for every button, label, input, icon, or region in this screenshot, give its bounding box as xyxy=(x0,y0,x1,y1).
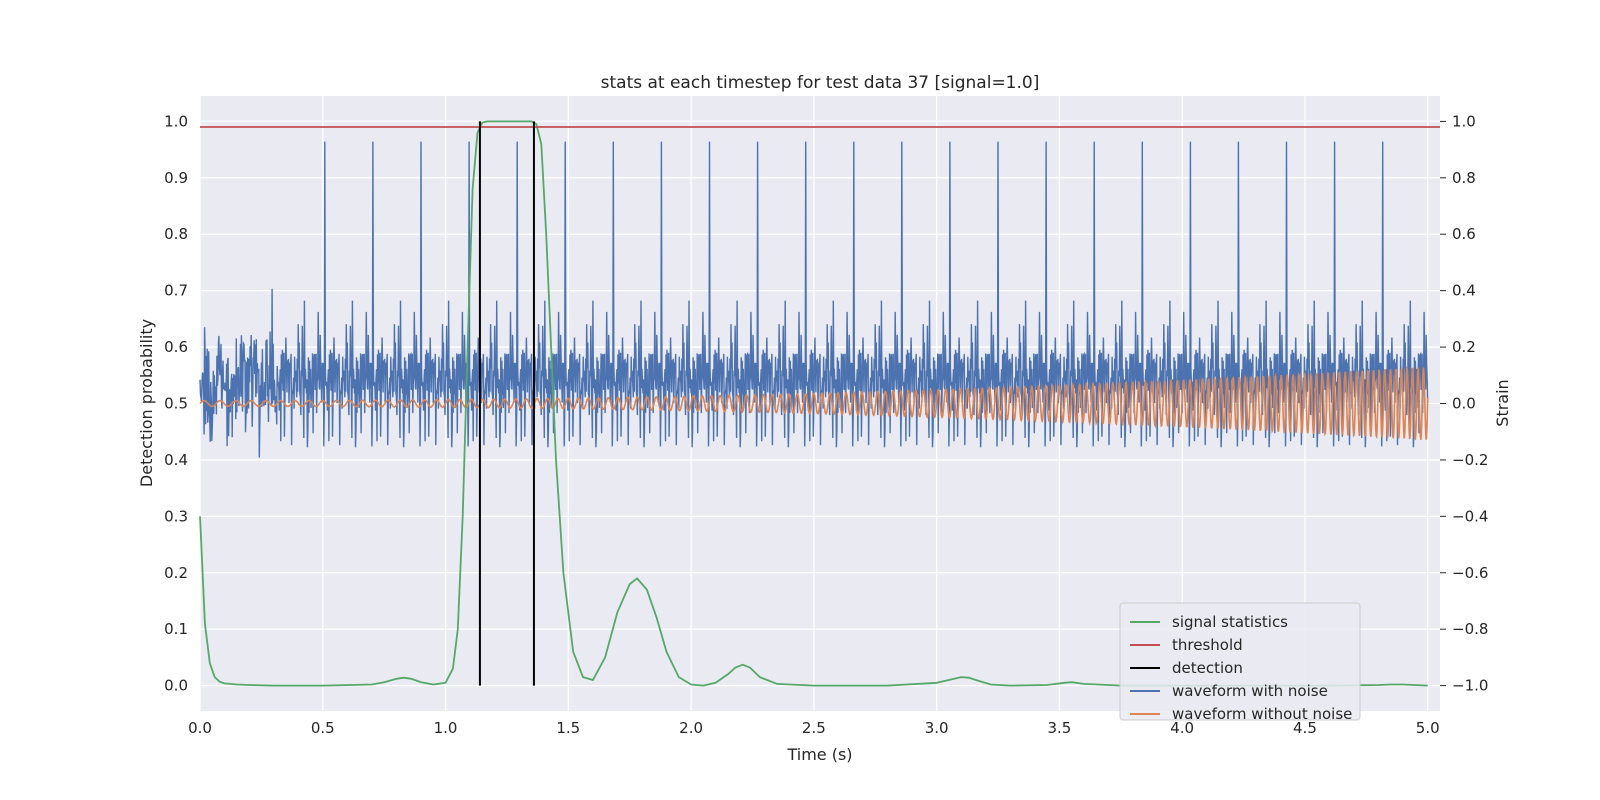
y-right-tick-label: 0.4 xyxy=(1452,282,1476,300)
y-left-tick-label: 0.1 xyxy=(164,620,188,638)
ticks: 0.0 0.5 1.0 1.5 2.0 2.5 3.0 3.5 4.0 4.5 5.0 0.0 0.1 0… xyxy=(164,112,1488,737)
chart-title: stats at each timestep for test data 37 … xyxy=(601,73,1040,93)
series-layer xyxy=(199,120,1440,687)
x-tick-label: 4.5 xyxy=(1293,719,1317,737)
y-right-tick-label: 0.2 xyxy=(1452,338,1476,356)
y-right-tick-label: 0.6 xyxy=(1452,225,1476,243)
y-left-tick-label: 0.6 xyxy=(164,338,188,356)
y-left-tick-label: 0.0 xyxy=(164,677,188,695)
y-right-tick-label: 1.0 xyxy=(1452,112,1476,130)
legend: signal statistics threshold detection wavef… xyxy=(1119,602,1361,723)
x-tick-label: 3.5 xyxy=(1047,719,1071,737)
legend-label: signal statistics xyxy=(1172,613,1288,631)
y-right-tick-label: 0.8 xyxy=(1452,169,1476,187)
legend-label: waveform without noise xyxy=(1172,705,1352,723)
y-left-tick-label: 0.7 xyxy=(164,282,188,300)
y-left-tick-label: 0.5 xyxy=(164,395,188,413)
legend-label: waveform with noise xyxy=(1172,682,1328,700)
y-right-tick-label: −0.6 xyxy=(1452,564,1488,582)
series-waveform-with-noise xyxy=(199,141,1429,458)
legend-frame xyxy=(1119,602,1361,721)
y-left-tick-label: 1.0 xyxy=(164,112,188,130)
x-tick-label: 1.5 xyxy=(556,719,580,737)
x-tick-label: 5.0 xyxy=(1416,719,1440,737)
y-axis-label-left: Detection probability xyxy=(137,319,156,487)
x-tick-label: 2.0 xyxy=(679,719,703,737)
y-right-tick-label: −0.2 xyxy=(1452,451,1488,469)
x-tick-label: 4.0 xyxy=(1170,719,1194,737)
y-left-tick-label: 0.3 xyxy=(164,507,188,525)
legend-label: threshold xyxy=(1172,636,1243,654)
x-tick-label: 1.0 xyxy=(434,719,458,737)
y-left-tick-label: 0.9 xyxy=(164,169,188,187)
y-right-tick-label: −0.8 xyxy=(1452,620,1488,638)
legend-label: detection xyxy=(1172,659,1243,677)
y-left-tick-label: 0.8 xyxy=(164,225,188,243)
series-signal-statistics xyxy=(199,120,1428,687)
y-right-tick-label: −1.0 xyxy=(1452,677,1488,695)
x-tick-label: 0.0 xyxy=(188,719,212,737)
y-right-tick-label: −0.4 xyxy=(1452,507,1488,525)
y-right-tick-label: 0.0 xyxy=(1452,395,1476,413)
x-tick-label: 0.5 xyxy=(311,719,335,737)
y-left-tick-label: 0.2 xyxy=(164,564,188,582)
series-waveform-without-noise xyxy=(199,365,1429,441)
x-tick-label: 2.5 xyxy=(802,719,826,737)
x-tick-label: 3.0 xyxy=(925,719,949,737)
y-left-tick-label: 0.4 xyxy=(164,451,188,469)
y-axis-label-right: Strain xyxy=(1493,379,1512,426)
x-axis-label: Time (s) xyxy=(786,745,852,764)
